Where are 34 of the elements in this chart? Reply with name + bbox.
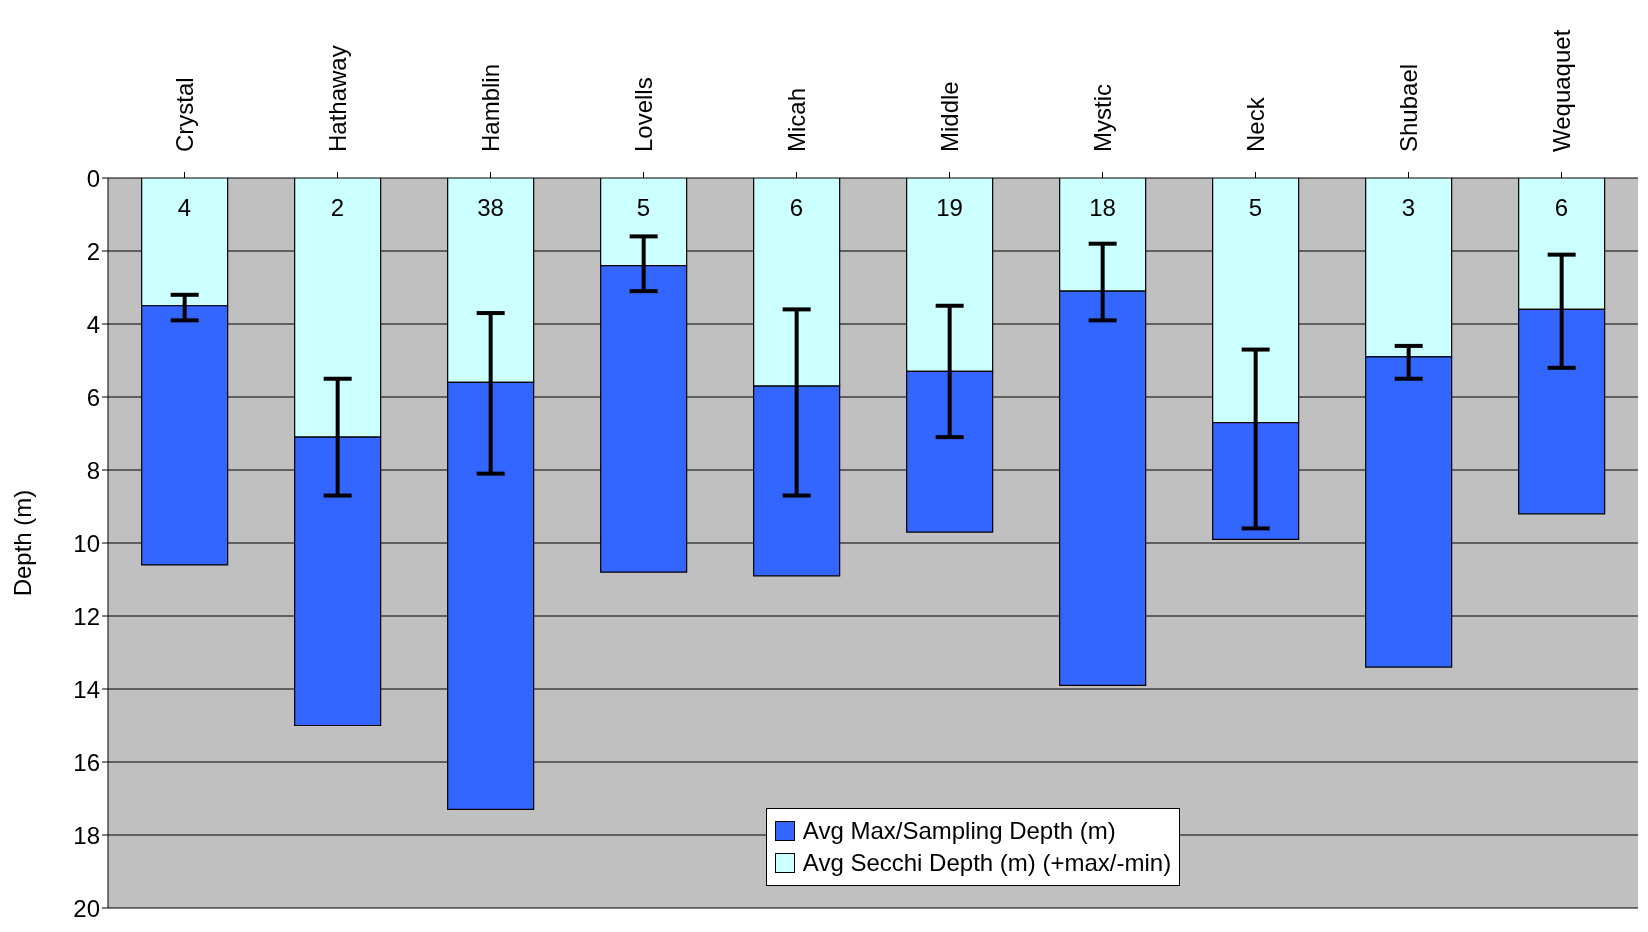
y-tick-label: 0 [86,164,100,192]
annotation: 38 [477,193,504,221]
x-tick-label: Hamblin [477,63,504,152]
legend-label: Avg Max/Sampling Depth (m) [802,817,1116,845]
annotation: 5 [636,193,651,221]
y-axis-title: Depth (m) [8,489,36,597]
annotation: 19 [936,193,963,221]
x-tick-label: Mystic [1089,84,1116,152]
y-tick-label: 16 [73,748,100,776]
annotation: 6 [789,193,804,221]
x-tick-label: Micah [783,87,810,152]
annotation: 4 [177,193,192,221]
y-tick-label: 12 [73,602,100,630]
annotation: 2 [330,193,345,221]
y-tick-label: 6 [86,383,100,411]
x-tick-label: Lovells [630,77,657,152]
x-tick-label: Shubael [1395,63,1422,152]
y-tick-label: 14 [73,675,100,703]
y-tick-label: 20 [73,894,100,922]
y-tick-label: 8 [86,456,100,484]
y-tick-label: 10 [73,529,100,557]
annotation: 3 [1401,193,1416,221]
x-tick-label: Neck [1242,96,1269,152]
x-tick-label: Hathaway [324,45,351,152]
y-tick-label: 4 [86,310,100,338]
annotation: 6 [1554,193,1569,221]
x-tick-label: Crystal [171,77,198,152]
annotation: 18 [1089,193,1116,221]
x-tick-label: Wequaquet [1548,29,1575,152]
y-tick-label: 2 [86,237,100,265]
y-tick-label: 18 [73,821,100,849]
x-tick-label: Middle [936,81,963,152]
annotation: 5 [1248,193,1263,221]
legend-label: Avg Secchi Depth (m) (+max/-min) [802,849,1172,877]
